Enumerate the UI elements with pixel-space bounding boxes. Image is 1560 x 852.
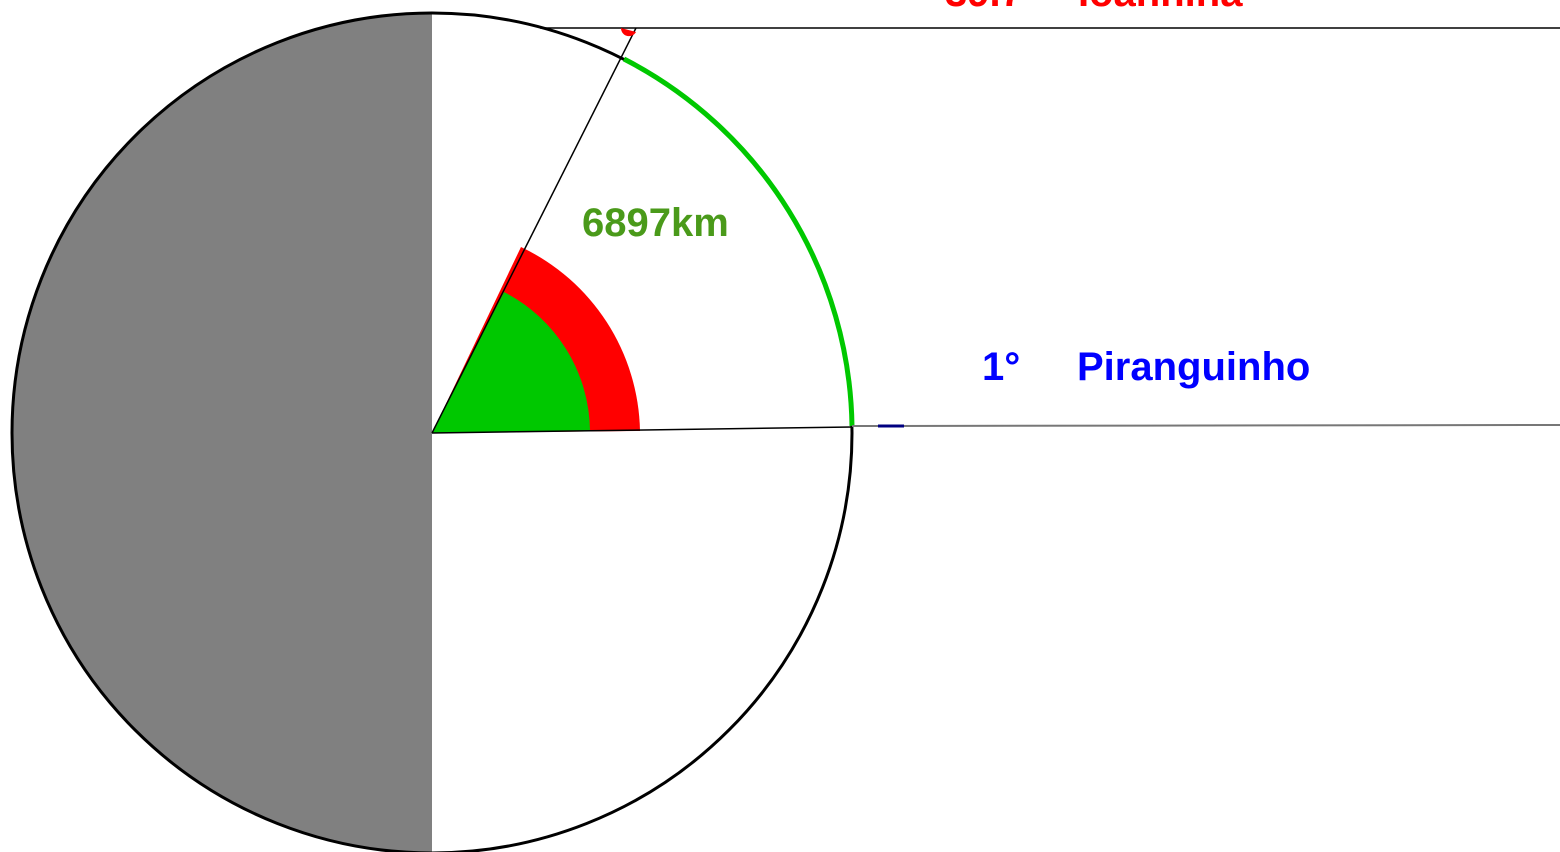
night-half [12, 13, 432, 852]
angle-wedge-inner [432, 292, 590, 433]
distance-arc [622, 56, 855, 427]
top-angle-label: 39.7° [945, 0, 1039, 15]
top-place-label: Ioannina [1078, 0, 1243, 15]
ray-piranguinho [431, 426, 853, 434]
bottom-place-label: Piranguinho [1077, 345, 1310, 389]
sun-ray-bottom [851, 424, 1560, 427]
ray-ioannina [431, 27, 637, 434]
bottom-angle-label: 1° [982, 345, 1020, 389]
distance-label: 6897km [582, 201, 729, 245]
globe-outline [10, 11, 854, 852]
marker-top [620, 28, 636, 37]
